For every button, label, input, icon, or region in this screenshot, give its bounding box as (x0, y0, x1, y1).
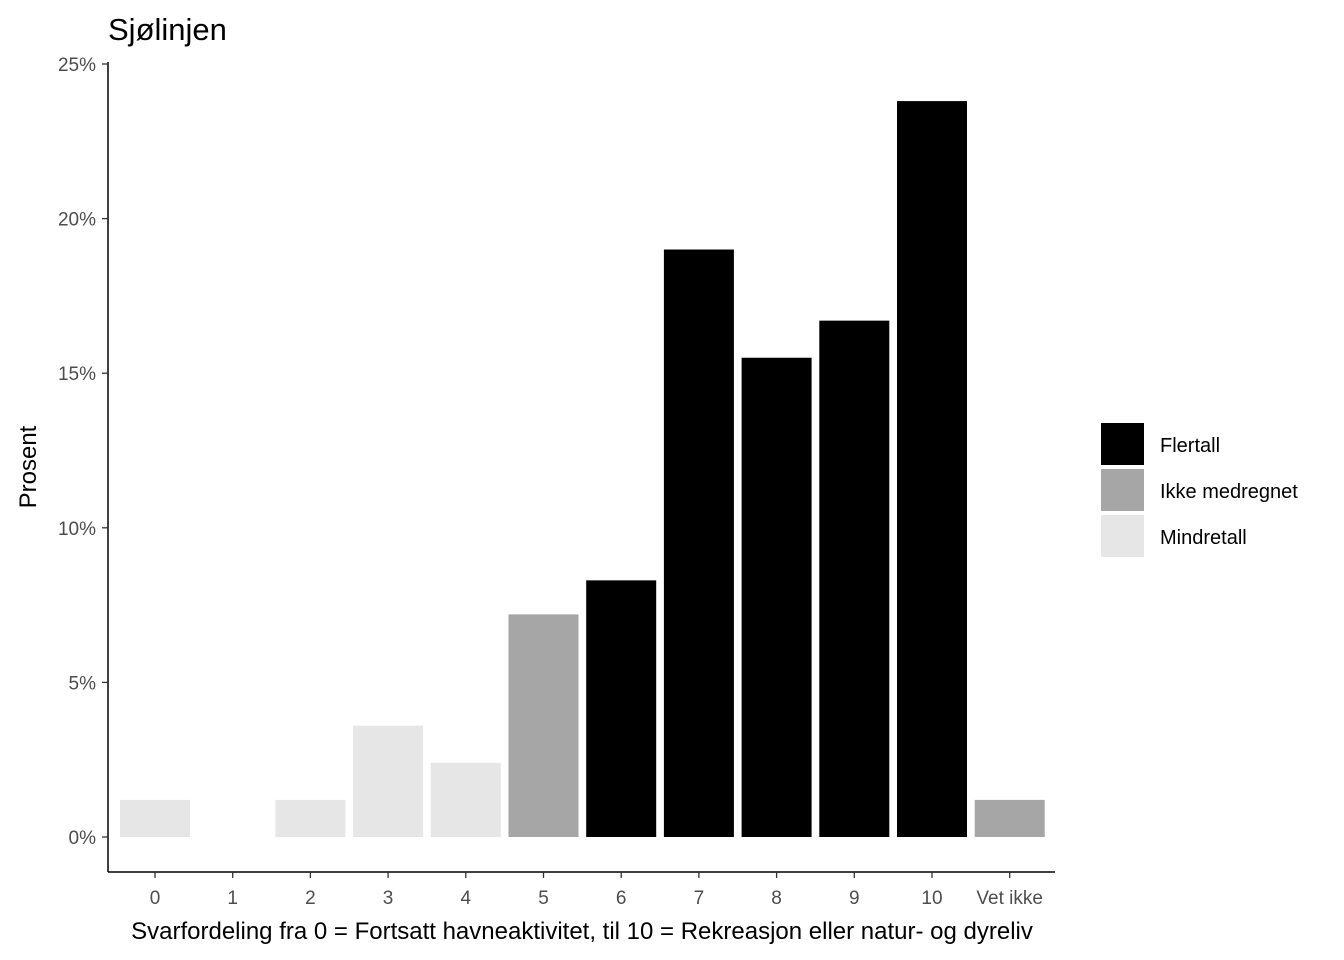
legend-swatch (1101, 469, 1144, 511)
y-axis-title: Prosent (15, 425, 42, 508)
bar-10 (897, 101, 967, 838)
legend-swatch (1101, 423, 1144, 465)
y-tick-label: 10% (58, 519, 96, 540)
x-tick-label: 9 (849, 888, 860, 909)
legend-label: Flertall (1160, 435, 1220, 457)
bar-0 (120, 799, 190, 837)
bar-7 (663, 249, 734, 837)
x-tick-label: 5 (538, 888, 549, 909)
x-tick-label: 6 (616, 888, 627, 909)
bar-5 (508, 614, 579, 837)
x-axis-ticks: 0 1 2 3 4 5 6 7 8 9 10 Vet ikke (150, 872, 1043, 909)
x-tick-label: 2 (305, 888, 316, 909)
x-tick-label: 7 (694, 888, 705, 909)
bar-vet-ikke (974, 799, 1045, 837)
bar-4 (430, 762, 501, 837)
x-tick-label: 1 (227, 888, 238, 909)
y-axis-ticks: 0% 5% 10% 15% 20% 25% (58, 55, 108, 849)
x-tick-label: 3 (383, 888, 394, 909)
x-tick-label: 8 (771, 888, 782, 909)
bar-2 (275, 799, 346, 837)
y-tick-label: 5% (69, 673, 97, 694)
legend-label: Mindretall (1160, 527, 1247, 549)
x-axis-title: Svarfordeling fra 0 = Fortsatt havneakti… (131, 918, 1033, 945)
bar-8 (741, 357, 812, 837)
y-tick-label: 20% (58, 210, 96, 231)
bar-6 (586, 580, 657, 837)
x-tick-label: 10 (921, 888, 942, 909)
bar-3 (353, 725, 424, 837)
chart-title: Sjølinjen (108, 12, 227, 47)
bar-9 (819, 320, 890, 837)
x-tick-label: 0 (150, 888, 161, 909)
y-tick-label: 15% (58, 364, 96, 385)
legend-swatch (1101, 515, 1144, 557)
x-tick-label: 4 (461, 888, 472, 909)
legend-label: Ikke medregnet (1160, 481, 1298, 503)
legend: Flertall Ikke medregnet Mindretall (1101, 423, 1298, 557)
y-tick-label: 0% (69, 828, 97, 849)
y-tick-label: 25% (58, 55, 96, 76)
plot-area (120, 101, 1045, 838)
x-tick-label: Vet ikke (976, 888, 1043, 909)
